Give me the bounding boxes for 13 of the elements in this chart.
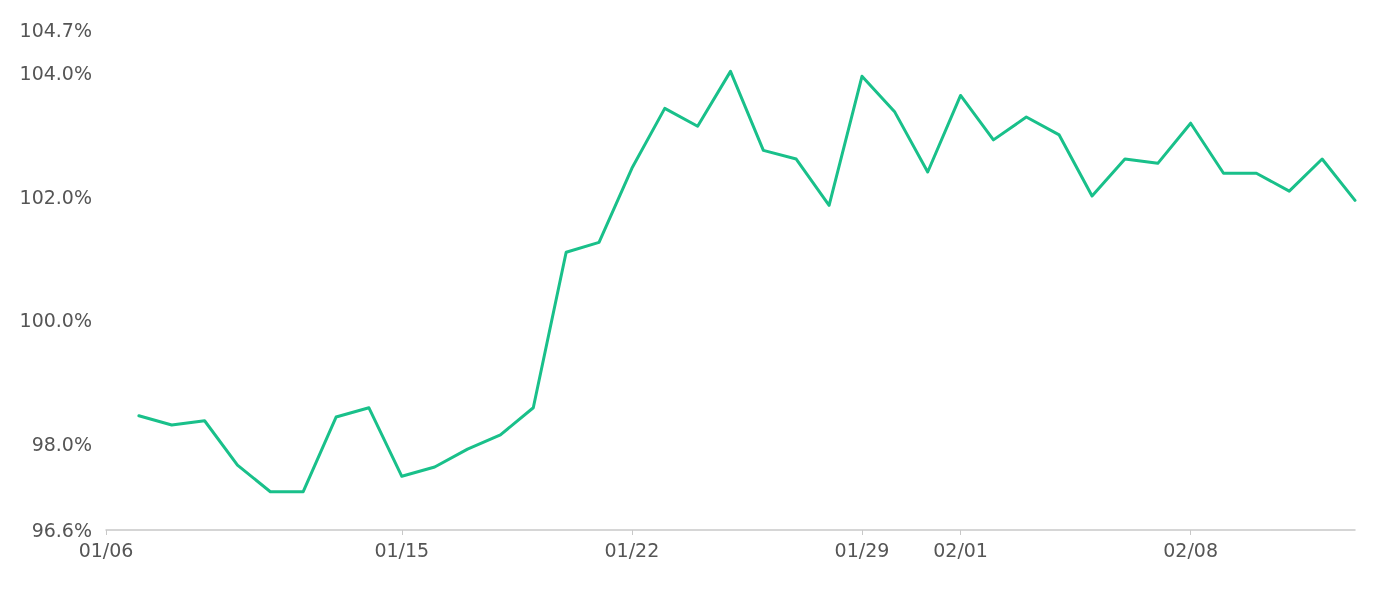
y-tick-label: 100.0%: [19, 309, 92, 332]
y-tick-label: 98.0%: [31, 432, 92, 455]
line-series: [137, 69, 1357, 494]
x-tick-label: 01/15: [374, 538, 430, 561]
x-tick-label: 01/29: [834, 538, 890, 561]
y-tick-label: 96.6%: [31, 519, 92, 541]
y-tick-label: 102.0%: [19, 185, 92, 208]
y-tick-label: 104.7%: [19, 19, 92, 41]
x-tick-label: 02/08: [1163, 538, 1219, 561]
x-tick-label: 01/22: [604, 538, 660, 561]
y-tick-label: 104.0%: [19, 62, 92, 85]
x-tick-label: 02/01: [933, 538, 988, 561]
x-tick-label: 01/06: [78, 538, 134, 561]
